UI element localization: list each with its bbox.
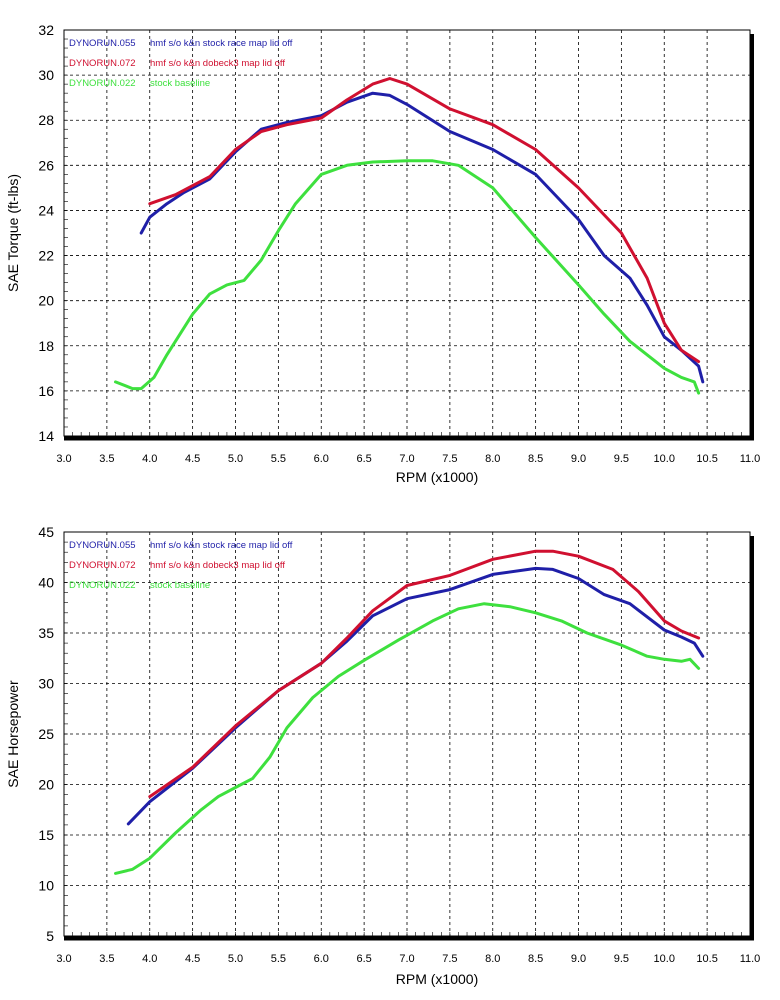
series-line-dynorun-072 xyxy=(148,549,701,799)
y-tick-label: 30 xyxy=(38,67,54,83)
legend-run-desc: hmf s/o k&n stock race map lid off xyxy=(150,38,293,49)
legend-run-desc: hmf s/o k&n dobeck3 map lid off xyxy=(150,58,285,69)
x-tick-label: 10.5 xyxy=(696,953,717,965)
x-tick-label: 3.0 xyxy=(56,453,71,465)
series-line-dynorun-022 xyxy=(114,159,701,395)
y-axis-title: SAE Horsepower xyxy=(5,680,21,788)
x-tick-label: 8.5 xyxy=(528,453,543,465)
x-tick-label: 11.0 xyxy=(740,953,761,965)
x-tick-label: 7.5 xyxy=(442,953,457,965)
series-line-dynorun-022 xyxy=(114,602,701,875)
x-tick-label: 7.0 xyxy=(399,953,414,965)
legend-run-name: DYNORUN.055 xyxy=(69,540,136,551)
x-tick-label: 4.0 xyxy=(142,453,157,465)
x-tick-label: 6.5 xyxy=(356,453,371,465)
x-tick-label: 9.0 xyxy=(571,953,586,965)
y-tick-label: 15 xyxy=(38,827,54,843)
x-tick-label: 5.5 xyxy=(271,953,286,965)
x-tick-label: 5.5 xyxy=(271,453,286,465)
x-tick-label: 9.0 xyxy=(571,453,586,465)
x-tick-label: 7.0 xyxy=(399,453,414,465)
legend-run-name: DYNORUN.022 xyxy=(69,580,136,591)
y-tick-label: 24 xyxy=(38,202,54,218)
x-tick-label: 6.0 xyxy=(314,453,329,465)
x-tick-label: 6.0 xyxy=(314,953,329,965)
x-tick-label: 10.5 xyxy=(696,453,717,465)
y-tick-label: 26 xyxy=(38,157,54,173)
x-tick-label: 4.5 xyxy=(185,453,200,465)
y-tick-label: 40 xyxy=(38,575,54,591)
legend-run-name: DYNORUN.055 xyxy=(69,38,136,49)
y-tick-label: 45 xyxy=(38,524,54,540)
y-tick-label: 16 xyxy=(38,383,54,399)
x-tick-label: 3.5 xyxy=(99,953,114,965)
series-line-dynorun-055 xyxy=(139,91,705,384)
x-axis-title: RPM (x1000) xyxy=(396,971,478,987)
chart-panel-1: 3.0 3.5 4.0 4.5 5.0 5.5 6.0 6.5 7.0 7.5 8.0 8.5 9.0 9… xyxy=(5,22,760,485)
x-tick-label: 10.0 xyxy=(654,953,675,965)
y-tick-label: 5 xyxy=(46,928,54,944)
x-tick-label: 8.0 xyxy=(485,453,500,465)
y-tick-label: 32 xyxy=(38,22,54,38)
x-tick-label: 6.5 xyxy=(356,953,371,965)
legend-run-desc: hmf s/o k&n stock race map lid off xyxy=(150,540,293,551)
x-tick-label: 4.5 xyxy=(185,953,200,965)
x-tick-label: 8.0 xyxy=(485,953,500,965)
x-tick-label: 8.5 xyxy=(528,953,543,965)
y-tick-label: 35 xyxy=(38,625,54,641)
legend-run-name: DYNORUN.072 xyxy=(69,560,136,571)
x-tick-label: 9.5 xyxy=(614,453,629,465)
x-tick-label: 7.5 xyxy=(442,453,457,465)
y-tick-label: 20 xyxy=(38,777,54,793)
y-tick-label: 22 xyxy=(38,248,54,264)
y-tick-label: 14 xyxy=(38,428,54,444)
x-tick-label: 10.0 xyxy=(654,453,675,465)
x-tick-label: 9.5 xyxy=(614,953,629,965)
y-tick-label: 20 xyxy=(38,293,54,309)
x-tick-label: 4.0 xyxy=(142,953,157,965)
y-tick-label: 28 xyxy=(38,112,54,128)
chart-panel-2: 3.0 3.5 4.0 4.5 5.0 5.5 6.0 6.5 7.0 7.5 8.0 8.5 9.0 9… xyxy=(5,524,760,987)
legend-run-desc: hmf s/o k&n dobeck3 map lid off xyxy=(150,560,285,571)
x-tick-label: 5.0 xyxy=(228,453,243,465)
x-axis-title: RPM (x1000) xyxy=(396,469,478,485)
y-tick-label: 25 xyxy=(38,726,54,742)
legend-run-desc: stock baseline xyxy=(150,78,210,89)
legend-run-name: DYNORUN.022 xyxy=(69,78,136,89)
x-tick-label: 5.0 xyxy=(228,953,243,965)
legend-run-name: DYNORUN.072 xyxy=(69,58,136,69)
y-tick-label: 30 xyxy=(38,676,54,692)
x-tick-label: 11.0 xyxy=(740,453,761,465)
series-line-dynorun-072 xyxy=(148,77,701,364)
y-tick-label: 10 xyxy=(38,878,54,894)
x-tick-label: 3.0 xyxy=(56,953,71,965)
y-axis-title: SAE Torque (ft-lbs) xyxy=(5,174,21,292)
legend-run-desc: stock baseline xyxy=(150,580,210,591)
x-tick-label: 3.5 xyxy=(99,453,114,465)
y-tick-label: 18 xyxy=(38,338,54,354)
